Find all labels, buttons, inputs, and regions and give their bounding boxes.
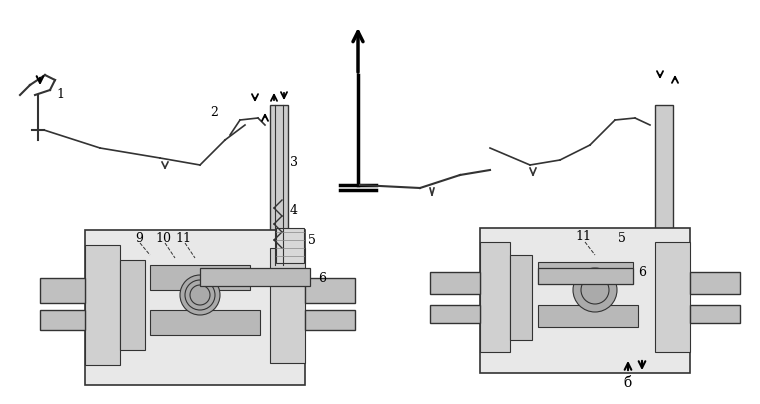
Bar [305,310,355,330]
Bar [85,230,305,385]
Bar [150,310,260,335]
Circle shape [180,275,220,315]
Text: 6: 6 [638,265,646,278]
Text: 11: 11 [175,231,191,244]
Bar [120,260,145,350]
Circle shape [190,285,210,305]
Bar [430,305,480,323]
Text: 3: 3 [290,156,298,170]
Bar [276,228,304,263]
Bar [270,248,305,363]
Bar [655,242,690,352]
Text: 10: 10 [155,231,171,244]
Bar [538,268,633,284]
Text: 2: 2 [210,105,218,118]
Bar [200,268,310,286]
Bar [538,262,633,284]
Bar [430,272,480,294]
Bar [270,105,288,265]
Circle shape [581,276,609,304]
Bar [40,278,85,303]
Text: 5: 5 [618,231,626,244]
Text: 5: 5 [308,234,316,246]
Circle shape [185,280,215,310]
Circle shape [573,268,617,312]
Bar [690,305,740,323]
Text: 6: 6 [318,271,326,284]
Bar [150,265,250,290]
Bar [40,310,85,330]
Text: 4: 4 [290,204,298,217]
Text: б: б [624,376,632,390]
Bar [480,228,690,373]
Bar [85,245,120,365]
Bar [305,278,355,303]
Bar [690,272,740,294]
Text: 1: 1 [56,88,64,101]
Text: 11: 11 [575,229,591,242]
Bar [538,305,638,327]
Bar [510,255,532,340]
Bar [655,105,673,255]
Bar [480,242,510,352]
Text: 9: 9 [135,231,143,244]
